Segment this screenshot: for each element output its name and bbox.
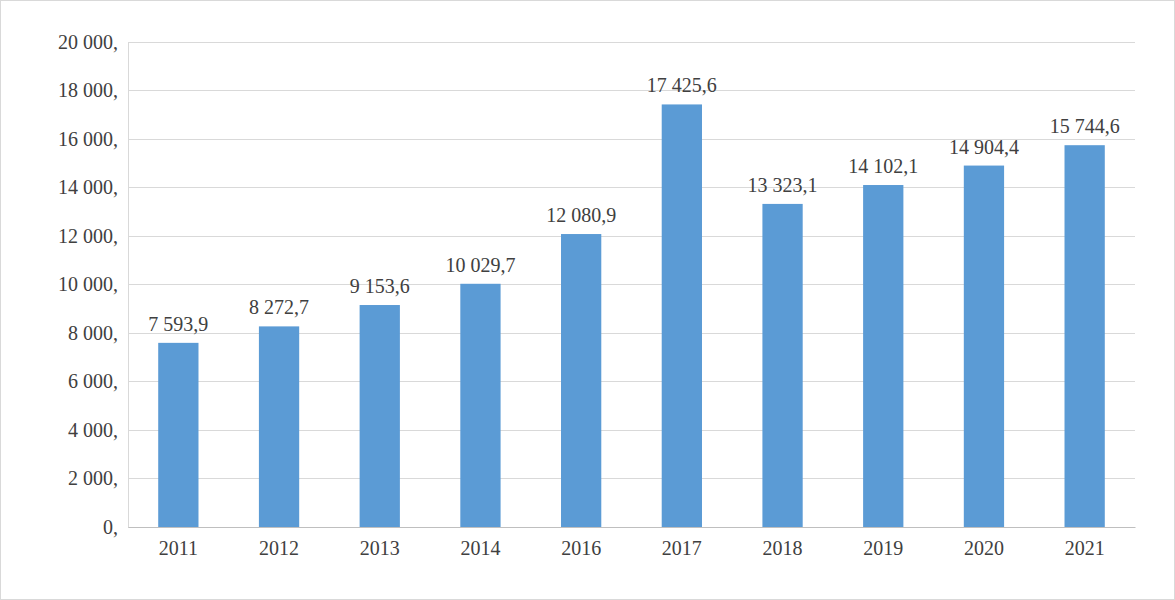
x-tick: 2018 [763, 527, 803, 559]
x-tick-label: 2011 [159, 537, 198, 559]
x-tick: 2017 [662, 527, 702, 559]
y-tick: 4 000, [68, 419, 128, 441]
y-tick-label: 0, [103, 516, 118, 538]
data-label: 14 102,1 [848, 155, 918, 177]
data-label: 14 904,4 [949, 136, 1019, 158]
y-tick-label: 12 000, [58, 225, 118, 247]
bar [762, 204, 802, 527]
y-tick-label: 2 000, [68, 467, 118, 489]
bars [158, 104, 1105, 527]
data-label: 15 744,6 [1050, 115, 1120, 137]
data-labels: 7 593,9 8 272,7 9 153,6 10 029,7 12 080,9 17 … [148, 74, 1119, 334]
y-tick: 8 000, [68, 322, 128, 344]
bar [360, 305, 400, 527]
y-tick: 2 000, [68, 467, 128, 489]
grid-line [128, 42, 1135, 43]
y-tick-label: 20 000, [58, 31, 118, 53]
data-label: 12 080,9 [546, 204, 616, 226]
y-tick: 6 000, [68, 370, 128, 392]
x-tick: 2021 [1065, 527, 1105, 559]
y-tick-label: 6 000, [68, 370, 118, 392]
data-label: 8 272,7 [249, 296, 309, 318]
y-tick: 20 000, [58, 31, 128, 53]
x-tick-label: 2020 [964, 537, 1004, 559]
y-tick-label: 14 000, [58, 176, 118, 198]
bar [662, 104, 702, 527]
y-tick-label: 10 000, [58, 273, 118, 295]
x-tick: 2011 [159, 527, 198, 559]
x-tick: 2014 [460, 527, 500, 559]
y-axis: 0, 2 000, 4 000, 6 000, 8 000, 10 000, 12 000,… [58, 31, 129, 538]
data-label: 9 153,6 [350, 275, 410, 297]
x-tick-label: 2017 [662, 537, 702, 559]
y-tick: 16 000, [58, 128, 128, 150]
chart-frame [1, 1, 1175, 600]
y-tick-label: 8 000, [68, 322, 118, 344]
y-tick: 0, [103, 516, 128, 538]
data-label: 17 425,6 [647, 74, 717, 96]
x-tick-label: 2018 [763, 537, 803, 559]
x-tick-label: 2016 [561, 537, 601, 559]
y-tick-label: 18 000, [58, 79, 118, 101]
grid [128, 42, 1135, 527]
bar [1065, 145, 1105, 527]
bar [460, 284, 500, 527]
bar [964, 166, 1004, 527]
y-axis-line [128, 43, 129, 528]
bar [561, 234, 601, 527]
x-tick-label: 2019 [863, 537, 903, 559]
x-tick-label: 2012 [259, 537, 299, 559]
y-tick-label: 4 000, [68, 419, 118, 441]
bar [158, 343, 198, 527]
x-tick-label: 2021 [1065, 537, 1105, 559]
bar [259, 326, 299, 527]
x-tick: 2013 [360, 527, 400, 559]
x-axis: 2011 2012 2013 2014 2016 2017 2018 2019 2020 2021 [129, 527, 1136, 559]
y-tick: 14 000, [58, 176, 128, 198]
x-tick: 2019 [863, 527, 903, 559]
x-tick: 2016 [561, 527, 601, 559]
data-label: 13 323,1 [748, 174, 818, 196]
x-tick: 2020 [964, 527, 1004, 559]
y-tick: 12 000, [58, 225, 128, 247]
chart: 0, 2 000, 4 000, 6 000, 8 000, 10 000, 12 000,… [0, 0, 1175, 600]
y-tick-label: 16 000, [58, 128, 118, 150]
x-tick-label: 2014 [460, 537, 500, 559]
data-label: 7 593,9 [148, 313, 208, 335]
data-label: 10 029,7 [445, 254, 515, 276]
y-tick: 10 000, [58, 273, 128, 295]
x-axis-line [129, 527, 1136, 528]
plot: 0, 2 000, 4 000, 6 000, 8 000, 10 000, 12 000,… [58, 31, 1136, 559]
x-tick: 2012 [259, 527, 299, 559]
grid-line [128, 90, 1135, 91]
y-tick: 18 000, [58, 79, 128, 101]
bar [863, 185, 903, 527]
x-tick-label: 2013 [360, 537, 400, 559]
